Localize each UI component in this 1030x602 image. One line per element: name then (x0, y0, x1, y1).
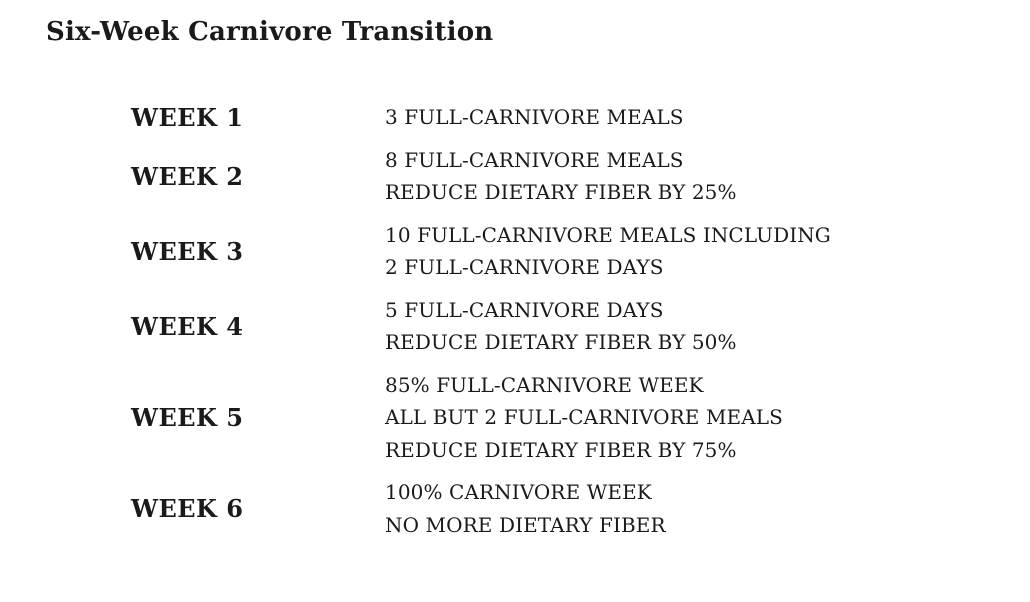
week-item: REDUCE DIETARY FIBER BY 75% (385, 437, 737, 462)
week-item: REDUCE DIETARY FIBER BY 50% (385, 330, 737, 354)
week-item: ALL BUT 2 FULL-CARNIVORE MEALS (385, 405, 783, 429)
week-items: 100% CARNIVORE WEEK NO MORE DIETARY FIBE… (385, 476, 666, 541)
week-label: WEEK 4 (131, 311, 244, 341)
week-item: 100% CARNIVORE WEEK (385, 480, 652, 504)
transition-schedule: WEEK 1 3 FULL-CARNIVORE MEALS WEEK 2 8 F… (131, 101, 951, 551)
week-item: 5 FULL-CARNIVORE DAYS (385, 297, 664, 322)
week-item: 2 FULL-CARNIVORE DAYS (385, 255, 664, 279)
week-item: 8 FULL-CARNIVORE MEALS (385, 147, 684, 172)
week-items: 3 FULL-CARNIVORE MEALS (385, 101, 684, 134)
week-row-4: WEEK 4 5 FULL-CARNIVORE DAYS REDUCE DIET… (131, 294, 951, 359)
week-label: WEEK 3 (131, 236, 244, 266)
week-label: WEEK 6 (131, 494, 244, 523)
week-label: WEEK 1 (131, 102, 244, 132)
week-item: 3 FULL-CARNIVORE MEALS (385, 105, 684, 129)
week-row-3: WEEK 3 10 FULL-CARNIVORE MEALS INCLUDING… (131, 219, 951, 284)
week-items: 10 FULL-CARNIVORE MEALS INCLUDING 2 FULL… (385, 219, 831, 284)
week-item: 10 FULL-CARNIVORE MEALS INCLUDING (385, 222, 831, 247)
page-title: Six-Week Carnivore Transition (46, 17, 494, 47)
week-label: WEEK 5 (131, 402, 244, 432)
week-item: NO MORE DIETARY FIBER (385, 512, 666, 537)
week-items: 85% FULL-CARNIVORE WEEK ALL BUT 2 FULL-C… (385, 369, 783, 467)
week-items: 8 FULL-CARNIVORE MEALS REDUCE DIETARY FI… (385, 144, 737, 209)
week-items: 5 FULL-CARNIVORE DAYS REDUCE DIETARY FIB… (385, 294, 737, 359)
week-row-6: WEEK 6 100% CARNIVORE WEEK NO MORE DIETA… (131, 476, 951, 541)
week-label: WEEK 2 (131, 161, 244, 191)
week-row-1: WEEK 1 3 FULL-CARNIVORE MEALS (131, 101, 951, 134)
week-row-2: WEEK 2 8 FULL-CARNIVORE MEALS REDUCE DIE… (131, 144, 951, 209)
week-item: 85% FULL-CARNIVORE WEEK (385, 372, 704, 397)
week-item: REDUCE DIETARY FIBER BY 25% (385, 180, 737, 204)
week-row-5: WEEK 5 85% FULL-CARNIVORE WEEK ALL BUT 2… (131, 369, 951, 467)
